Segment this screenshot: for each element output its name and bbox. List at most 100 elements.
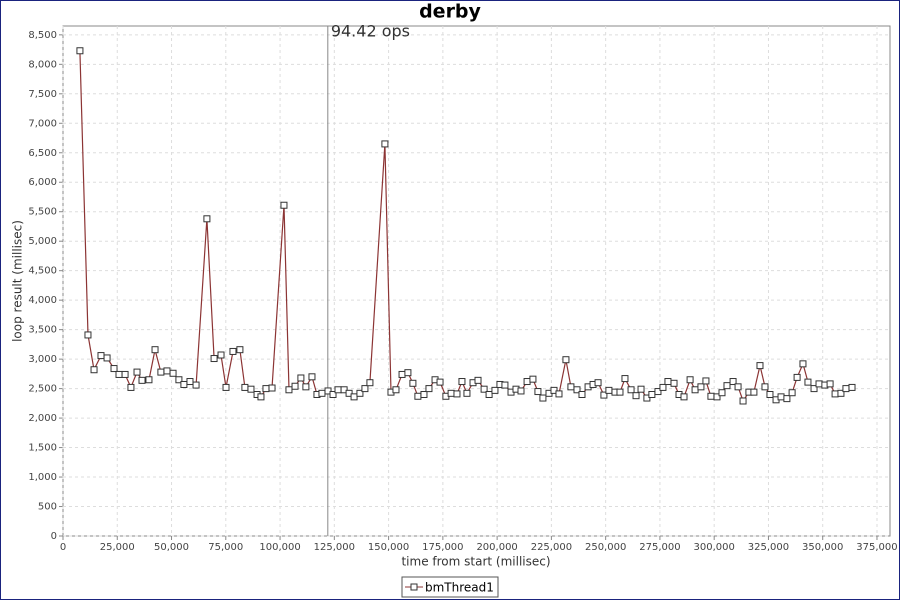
data-point xyxy=(361,385,369,393)
data-point xyxy=(739,397,747,405)
data-point xyxy=(127,383,135,391)
data-point xyxy=(247,385,255,393)
data-point xyxy=(210,355,218,363)
legend-box xyxy=(401,576,499,598)
x-tick-label: 150,000 xyxy=(368,542,409,553)
data-point xyxy=(458,378,466,386)
data-point xyxy=(453,390,461,398)
x-tick-label: 25,000 xyxy=(100,542,135,553)
data-point xyxy=(84,331,92,339)
data-point xyxy=(157,368,165,376)
marker-label: 94.42 ops xyxy=(331,22,410,41)
y-tick-label: 4,000 xyxy=(28,295,57,306)
y-tick-label: 1,500 xyxy=(28,443,57,454)
data-point xyxy=(555,390,563,398)
data-point xyxy=(340,386,348,394)
data-point xyxy=(756,362,764,370)
y-tick-label: 5,000 xyxy=(28,236,57,247)
data-point xyxy=(766,390,774,398)
x-tick-label: 75,000 xyxy=(208,542,243,553)
data-point xyxy=(236,346,244,354)
data-point xyxy=(324,387,332,395)
y-tick-label: 7,500 xyxy=(28,89,57,100)
data-point xyxy=(654,388,662,396)
y-tick-label: 3,500 xyxy=(28,325,57,336)
y-tick-label: 8,500 xyxy=(28,30,57,41)
y-tick-label: 6,500 xyxy=(28,148,57,159)
data-point xyxy=(291,382,299,390)
data-point xyxy=(175,376,183,384)
data-point xyxy=(501,381,509,389)
y-tick-label: 2,500 xyxy=(28,384,57,395)
data-point xyxy=(804,378,812,386)
x-tick-label: 275,000 xyxy=(639,542,680,553)
data-point xyxy=(648,390,656,398)
data-point xyxy=(826,380,834,388)
data-point xyxy=(90,366,98,374)
data-point xyxy=(594,379,602,387)
y-tick-label: 2,000 xyxy=(28,413,57,424)
data-point xyxy=(573,386,581,394)
data-point xyxy=(480,385,488,393)
data-point xyxy=(420,390,428,398)
y-tick-label: 3,000 xyxy=(28,354,57,365)
data-point xyxy=(302,383,310,391)
data-point xyxy=(103,354,111,362)
data-point xyxy=(186,378,194,386)
data-point xyxy=(463,389,471,397)
data-point xyxy=(491,386,499,394)
data-point xyxy=(414,392,422,400)
x-tick-label: 250,000 xyxy=(585,542,626,553)
data-point xyxy=(788,389,796,397)
data-point xyxy=(217,351,225,359)
legend-label: bmThread1 xyxy=(425,581,494,595)
data-point xyxy=(180,380,188,388)
data-point xyxy=(842,385,850,393)
data-point xyxy=(345,389,353,397)
data-point xyxy=(691,386,699,394)
data-point xyxy=(632,392,640,400)
data-point xyxy=(121,370,129,378)
data-point xyxy=(262,385,270,393)
y-axis-label: loop result (millisec) xyxy=(11,220,25,342)
x-tick-label: 100,000 xyxy=(259,542,300,553)
data-point xyxy=(637,385,645,393)
data-point xyxy=(350,393,358,401)
data-point xyxy=(713,393,721,401)
data-point xyxy=(567,383,575,391)
data-point xyxy=(523,378,531,386)
data-point xyxy=(241,383,249,391)
data-point xyxy=(138,376,146,384)
data-point xyxy=(831,390,839,398)
data-point xyxy=(222,383,230,391)
legend-marker xyxy=(410,583,418,591)
data-point xyxy=(659,383,667,391)
data-point xyxy=(151,346,159,354)
data-point xyxy=(664,378,672,386)
y-tick-label: 0 xyxy=(51,531,57,542)
data-point xyxy=(539,394,547,402)
x-tick-label: 350,000 xyxy=(802,542,843,553)
x-tick-label: 375,000 xyxy=(856,542,897,553)
x-tick-label: 200,000 xyxy=(476,542,517,553)
data-point xyxy=(562,356,570,364)
data-point xyxy=(697,383,705,391)
data-point xyxy=(192,381,200,389)
data-point xyxy=(425,385,433,393)
data-point xyxy=(229,347,237,355)
y-tick-label: 4,500 xyxy=(28,266,57,277)
data-point xyxy=(750,388,758,396)
data-point xyxy=(718,389,726,397)
y-tick-label: 6,000 xyxy=(28,177,57,188)
y-tick-label: 7,000 xyxy=(28,118,57,129)
data-point xyxy=(578,390,586,398)
data-point xyxy=(133,368,141,376)
data-point xyxy=(409,379,417,387)
data-point xyxy=(356,389,364,397)
data-point xyxy=(392,386,400,394)
x-tick-label: 175,000 xyxy=(422,542,463,553)
chart-title: derby xyxy=(419,1,481,23)
data-point xyxy=(723,382,731,390)
data-point xyxy=(707,392,715,400)
